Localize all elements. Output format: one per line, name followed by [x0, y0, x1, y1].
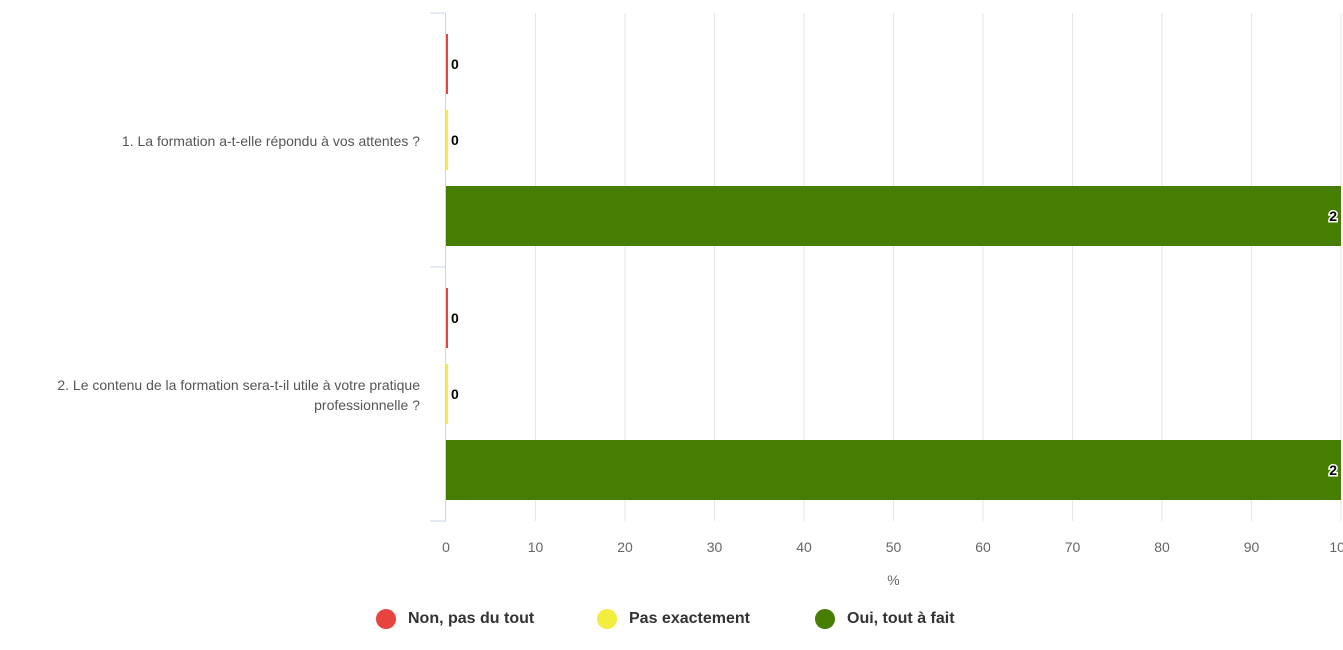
- x-tick-label: 10: [528, 539, 544, 555]
- category-label: 2. Le contenu de la formation sera-t-il …: [57, 377, 420, 413]
- legend-item-non[interactable]: Non, pas du tout: [376, 609, 534, 629]
- bar: [446, 110, 448, 170]
- legend-dot-icon: [815, 609, 835, 629]
- data-label: 0: [451, 132, 459, 148]
- legend-label: Oui, tout à fait: [847, 610, 955, 627]
- bar: [446, 34, 448, 94]
- x-tick-label: 30: [707, 539, 723, 555]
- legend-label: Pas exactement: [629, 610, 750, 627]
- legend-dot-icon: [376, 609, 396, 629]
- legend-item-pas-exactement[interactable]: Pas exactement: [597, 609, 750, 629]
- x-tick-label: 90: [1244, 539, 1260, 555]
- bar: [446, 186, 1341, 246]
- data-label: 0: [451, 56, 459, 72]
- x-axis-title: %: [887, 572, 899, 588]
- category-label: 1. La formation a-t-elle répondu à vos a…: [121, 133, 420, 149]
- x-tick-label: 20: [617, 539, 633, 555]
- bar: [446, 288, 448, 348]
- x-tick-label: 100: [1329, 539, 1343, 555]
- data-label: 2: [1329, 462, 1337, 478]
- data-label: 2: [1329, 208, 1337, 224]
- bar: [446, 440, 1341, 500]
- x-tick-label: 70: [1065, 539, 1081, 555]
- bar: [446, 364, 448, 424]
- data-label: 0: [451, 386, 459, 402]
- x-tick-label: 40: [796, 539, 812, 555]
- legend-item-oui[interactable]: Oui, tout à fait: [815, 609, 955, 629]
- legend-dot-icon: [597, 609, 617, 629]
- data-label: 0: [451, 310, 459, 326]
- x-tick-label: 80: [1154, 539, 1170, 555]
- x-tick-label: 50: [886, 539, 902, 555]
- legend-label: Non, pas du tout: [408, 610, 535, 627]
- x-tick-label: 0: [442, 539, 450, 555]
- x-tick-label: 60: [975, 539, 991, 555]
